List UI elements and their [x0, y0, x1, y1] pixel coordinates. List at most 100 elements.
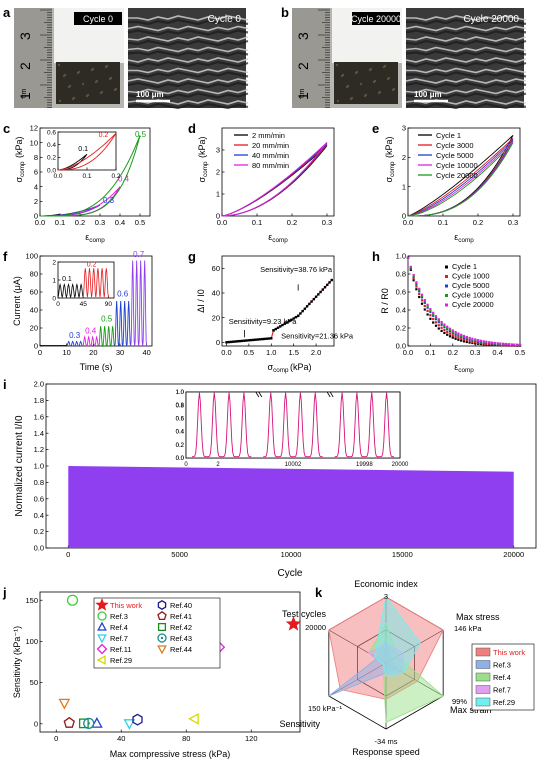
panel-label-g: g	[188, 249, 196, 264]
x-tick-label: 0.3	[508, 218, 518, 227]
data-point	[285, 321, 289, 324]
data-point	[443, 323, 446, 326]
data-point	[457, 332, 460, 335]
y-tick-label: 0.6	[176, 417, 185, 423]
data-point	[434, 324, 438, 327]
data-point	[476, 339, 480, 342]
legend-label: Ref.4	[493, 673, 511, 682]
data-point	[426, 303, 429, 306]
data-point	[288, 319, 291, 323]
photo-label-box	[352, 12, 400, 25]
data-point	[429, 307, 432, 311]
data-point	[471, 337, 474, 340]
sponge-sample	[56, 62, 120, 104]
data-point	[440, 323, 443, 326]
x-tick-label: 0.1	[55, 218, 65, 227]
data-point	[454, 331, 457, 334]
y-tick-label: 0.2	[396, 324, 406, 333]
x-tick-label: 10000	[281, 550, 302, 559]
marker-circle	[97, 611, 107, 621]
legend-label: Ref.29	[110, 656, 132, 665]
y-tick-label: 2	[52, 259, 56, 266]
data-point	[281, 323, 284, 327]
legend-label: Ref.4	[110, 623, 128, 632]
sponge-texture	[72, 96, 76, 100]
sem-wall	[405, 46, 527, 53]
y-tick-label: 40	[30, 306, 38, 315]
inset-label: 0.2	[87, 262, 97, 269]
y-tick-label: 0	[34, 212, 38, 221]
y-tick-label: 2	[216, 168, 220, 177]
x-axis-label: Max compressive stress (kPa)	[110, 749, 231, 759]
sem-pore	[127, 39, 249, 47]
y-tick-label: 0.2	[47, 155, 56, 162]
data-point	[471, 341, 474, 345]
y-tick-label: 12	[30, 124, 38, 133]
x-tick-label: 0.5	[244, 348, 254, 357]
data-point	[451, 330, 454, 333]
data-point	[451, 329, 454, 332]
data-point	[454, 332, 457, 335]
sponge-texture	[383, 64, 387, 68]
chart-i: 0 5000 10000 15000 20000 0.0 0.2 0.4 0.6 0.8 1.0 1.…	[14, 380, 537, 579]
y-axis-label: Sensitivity (kPa⁻¹)	[12, 626, 22, 698]
data-point	[446, 328, 449, 331]
group-label: 0.5	[101, 315, 113, 324]
legend-swatch	[475, 660, 491, 669]
panel-label-a: a	[3, 5, 11, 20]
data-point	[292, 317, 295, 320]
legend-swatch	[475, 672, 491, 682]
marker-diamond	[96, 643, 108, 655]
photo-label: Cycle 20000	[351, 14, 401, 24]
data-point	[454, 337, 457, 340]
group-label: 0.4	[85, 326, 97, 335]
legend-label: Cycle 1000	[452, 272, 490, 281]
sponge-texture	[373, 79, 377, 83]
marker-dot	[160, 636, 164, 640]
y-tick-label: 0.4	[176, 430, 185, 436]
sem-wall	[406, 67, 527, 74]
data-point	[504, 342, 508, 346]
chart-g-frame	[221, 255, 335, 347]
data-point	[440, 329, 443, 332]
legend-label: Ref.7	[493, 686, 511, 695]
y-tick-label: 100	[25, 252, 38, 261]
sponge-texture	[57, 63, 61, 67]
y-tick-label: 1.0	[176, 390, 185, 396]
legend-label: Cycle 10000	[452, 291, 494, 300]
x-tick-label: 0.1	[82, 173, 91, 180]
y-tick-label: 0.6	[34, 494, 44, 503]
marker-triangle	[90, 717, 103, 728]
y-tick-label: 0	[216, 212, 220, 221]
x-tick-label: 90	[105, 301, 113, 308]
loop-curve	[407, 142, 514, 217]
data-point	[468, 336, 471, 340]
y-tick-label: 0	[52, 295, 56, 302]
sem-pore	[127, 50, 249, 57]
legend-swatch	[475, 697, 491, 707]
radar-axis-max: 3	[384, 592, 388, 601]
data-point	[457, 338, 460, 341]
panel-label-b: b	[281, 5, 289, 20]
sponge-texture	[335, 63, 339, 67]
legend-label: Ref.3	[493, 661, 511, 670]
x-tick-label: 0	[184, 462, 188, 468]
x-tick-label: 40	[117, 734, 125, 743]
y-tick-label: 0.8	[176, 403, 185, 409]
chart-f-inset: 0 45 90 0 1 2 0.1 0.2	[52, 259, 115, 308]
data-point	[448, 328, 452, 332]
data-point	[432, 311, 435, 314]
chart-j: 0 40 80 120 0 50 100 150 This work Ref.3 Ref.4 Ref.…	[12, 591, 302, 759]
x-tick-label: 0.1	[425, 348, 435, 357]
y-tick-label: 4	[34, 182, 38, 191]
x-tick-label: 10	[62, 348, 70, 357]
data-point	[448, 335, 452, 338]
sponge-texture	[387, 76, 391, 80]
y-axis-label: ΔI / I0	[196, 289, 206, 313]
inset-peaks	[192, 392, 252, 458]
data-point	[474, 342, 477, 345]
sem-pore	[127, 102, 249, 110]
data-point	[314, 295, 318, 298]
